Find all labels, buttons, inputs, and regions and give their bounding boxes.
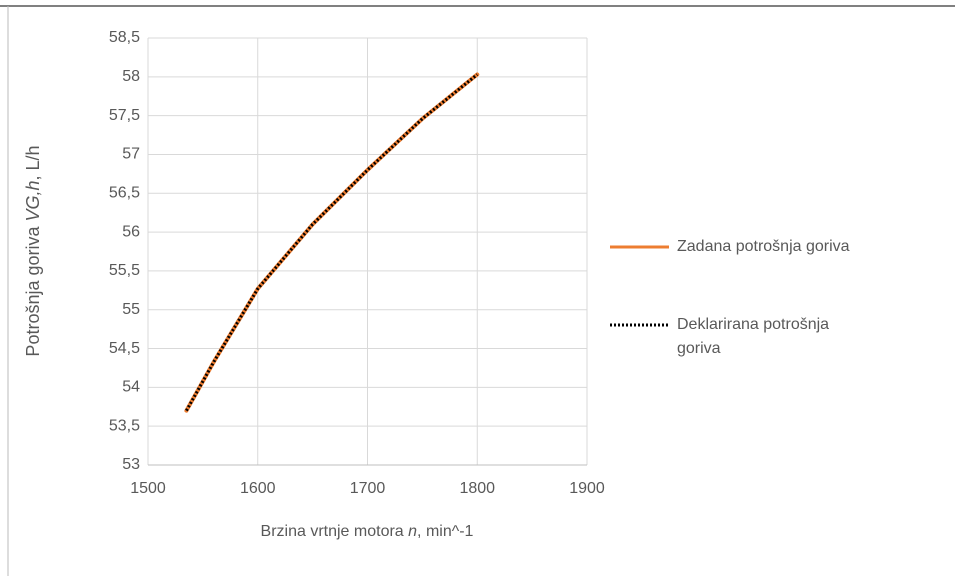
y-tick-label: 56 [122,223,140,240]
y-label-part: , L/h [23,145,43,180]
y-tick-label: 55 [122,301,140,318]
y-tick-label: 53,5 [109,417,140,434]
y-tick-label: 54,5 [109,340,140,357]
y-label-part: Potrošnja goriva [23,221,43,356]
y-tick-label: 55,5 [109,262,140,279]
x-axis-label: Brzina vrtnje motora n, min^-1 [261,523,474,540]
x-label-part: n [408,523,417,540]
x-tick-label: 1800 [459,480,495,497]
y-label-part: VG,h [23,180,43,221]
x-label-part: , min^-1 [417,523,474,540]
y-tick-label: 57,5 [109,107,140,124]
y-tick-label: 56,5 [109,184,140,201]
y-tick-label: 53 [122,456,140,473]
legend-label: Deklarirana potrošnja goriva [677,316,830,357]
series-line [184,72,480,413]
y-axis-label: Potrošnja goriva VG,h, L/h [23,145,43,356]
x-tick-label: 1900 [569,480,605,497]
x-tick-label: 1500 [130,480,166,497]
x-label-part: Brzina vrtnje motora [261,523,409,540]
y-tick-label: 54 [122,379,140,396]
x-tick-label: 1600 [240,480,276,497]
legend-label: Zadana potrošnja goriva [677,238,850,255]
series-line [185,73,479,412]
y-tick-label: 58 [122,68,140,85]
x-tick-label: 1700 [350,480,386,497]
y-tick-label: 58,5 [109,29,140,46]
y-tick-label: 57 [122,146,140,163]
